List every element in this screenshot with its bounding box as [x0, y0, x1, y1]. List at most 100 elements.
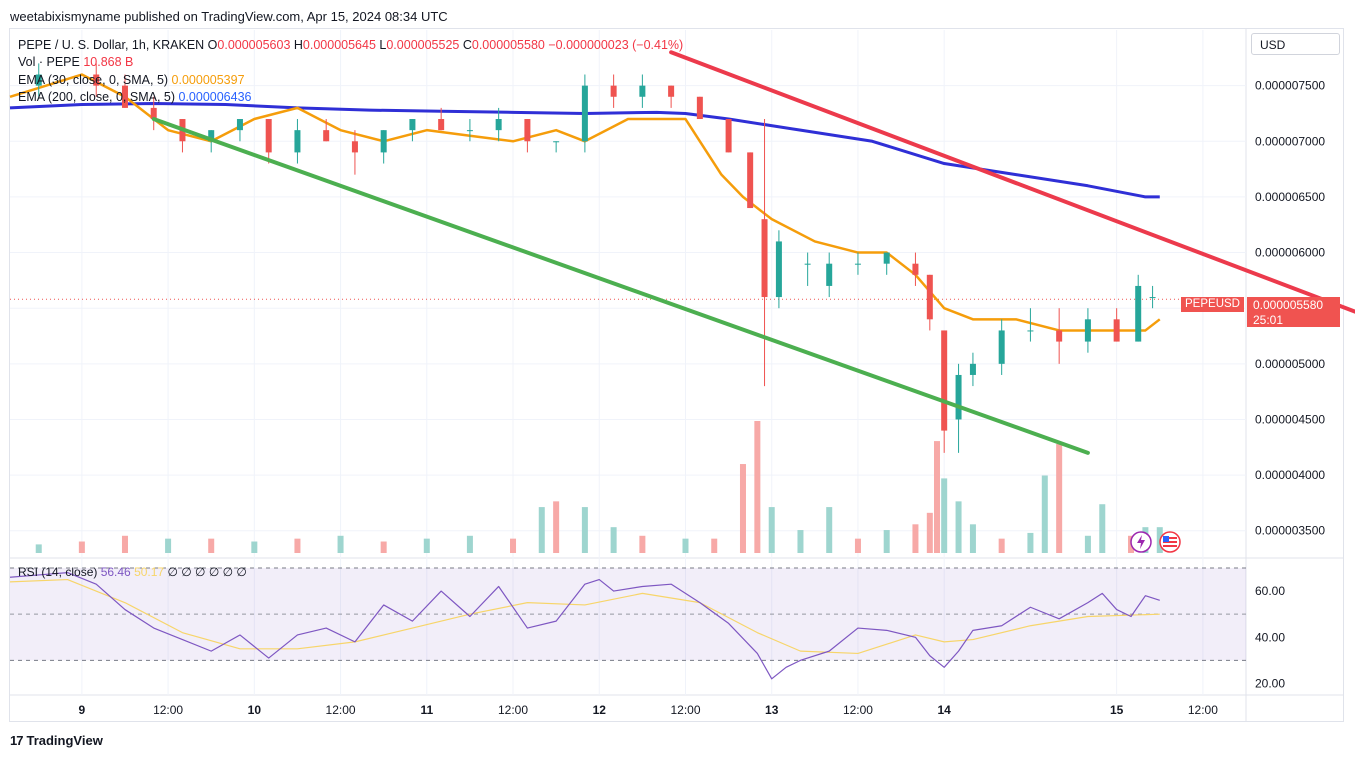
candle-body — [883, 252, 890, 264]
rsi-tick-label: 20.00 — [1255, 676, 1285, 690]
volume-bar — [682, 538, 689, 553]
ohlc-low: 0.000005525 — [386, 38, 460, 52]
ohlc-change: −0.000000023 (−0.41%) — [548, 38, 684, 52]
volume-bar — [739, 464, 746, 553]
ohlc-close-label: C — [462, 38, 472, 52]
red-trendline — [669, 50, 1355, 314]
volume-bar — [581, 507, 588, 553]
candle-body — [150, 107, 157, 120]
volume-bar — [754, 421, 761, 553]
candle-body — [761, 219, 768, 298]
price-tick-label: 0.000006000 — [1255, 246, 1325, 260]
volume-bar — [926, 512, 933, 553]
ohlc-low-label: L — [379, 38, 387, 52]
volume-bar — [912, 524, 919, 553]
tradingview-footer[interactable]: 17 TradingView — [10, 733, 103, 748]
candle-body — [747, 152, 754, 209]
volume-bar — [510, 538, 517, 553]
candle-body — [610, 85, 617, 97]
axes: 0.000007500 0.000007000 0.000006500 0.00000… — [79, 79, 1326, 717]
us-flag-icon[interactable] — [1159, 531, 1181, 553]
time-tick-label: 12:00 — [1188, 703, 1218, 717]
publisher-line: weetabixismyname published on TradingVie… — [10, 9, 448, 24]
price-tick-label: 0.000004500 — [1255, 412, 1325, 426]
volume-bar — [969, 524, 976, 553]
candle-body — [294, 130, 301, 153]
lightning-icon[interactable] — [1130, 531, 1152, 553]
candle-body — [696, 96, 703, 120]
volume-bar — [553, 501, 560, 553]
volume-bar — [1041, 475, 1048, 553]
price-tick-label: 0.000005000 — [1255, 357, 1325, 371]
volume-value: 10.868 B — [83, 55, 134, 70]
volume-bar — [998, 538, 1005, 553]
volume-bar — [423, 538, 430, 553]
candle-body — [495, 119, 502, 131]
time-tick-label: 13 — [765, 703, 779, 717]
volume-bar — [1056, 443, 1063, 553]
time-tick-label: 10 — [248, 703, 262, 717]
candle-body — [121, 85, 128, 108]
ema200-label[interactable]: EMA (200, close, 0, SMA, 5) — [18, 89, 176, 104]
time-tick-label: 9 — [79, 703, 86, 717]
candle-body — [969, 363, 976, 375]
rsi-tick-label: 40.00 — [1255, 630, 1285, 644]
rsi-ma-value: 50.17 — [134, 565, 165, 579]
rsi-value: 56.46 — [100, 565, 131, 579]
volume-bar — [955, 501, 962, 553]
candle-body — [438, 119, 445, 131]
ema30-label[interactable]: EMA (30, close, 0, SMA, 5) — [18, 72, 169, 87]
volume-bar — [538, 507, 545, 553]
rsi-extras: ∅ ∅ ∅ ∅ ∅ ∅ — [167, 565, 247, 579]
volume-label[interactable]: Vol · PEPE — [18, 55, 80, 70]
candle-body — [1056, 330, 1063, 342]
ema30-value: 0.000005397 — [171, 72, 245, 87]
volume-bar — [934, 441, 940, 553]
candle-body — [409, 119, 416, 131]
rsi-pane — [9, 567, 1246, 680]
price-tick-label: 0.000007500 — [1255, 79, 1325, 93]
last-price-tag: 0.000005580 25:01 — [1247, 297, 1340, 327]
ema30-line — [9, 73, 1161, 332]
ohlc-close: 0.000005580 — [471, 38, 545, 52]
symbol-title[interactable]: PEPE / U. S. Dollar, 1h, KRAKEN — [18, 38, 205, 52]
candle-body — [466, 130, 473, 132]
ema200-value: 0.000006436 — [178, 89, 252, 104]
candle-body — [804, 263, 811, 265]
candle-body — [208, 130, 215, 142]
volume-bar — [208, 538, 215, 553]
ema200-line — [9, 101, 1160, 199]
candle-body — [826, 263, 833, 286]
candle-body — [93, 74, 100, 86]
volume-bar — [854, 538, 861, 553]
time-tick-label: 12:00 — [670, 703, 700, 717]
volume-bar — [797, 530, 804, 553]
candle-body — [1135, 285, 1142, 342]
candle-body — [912, 263, 919, 275]
rsi-path — [9, 572, 1160, 680]
rsi-tick-label: 60.00 — [1255, 584, 1285, 598]
candle-body — [1113, 319, 1120, 342]
last-price-value: 0.000005580 — [1253, 298, 1324, 312]
time-tick-label: 12:00 — [326, 703, 356, 717]
time-tick-label: 12:00 — [153, 703, 183, 717]
volume-bar — [1099, 504, 1106, 553]
ohlc-open: 0.000005603 — [217, 38, 291, 52]
time-tick-label: 12 — [593, 703, 607, 717]
candle-body — [941, 330, 948, 431]
bar-countdown: 25:01 — [1253, 313, 1284, 327]
volume-bar — [610, 527, 617, 553]
candle-body — [323, 130, 330, 142]
candle-body — [775, 241, 782, 298]
green-trendline — [151, 117, 1090, 455]
volume-bar — [883, 530, 890, 553]
ohlc-high-label: H — [293, 38, 303, 52]
rsi-label[interactable]: RSI (14, close) — [18, 565, 98, 579]
volume-bar — [639, 535, 646, 553]
price-tick-label: 0.000003500 — [1255, 524, 1325, 538]
candle-body — [725, 119, 732, 153]
currency-selector[interactable]: USD — [1251, 33, 1340, 55]
volume-bar — [941, 478, 948, 553]
price-tick-label: 0.000006500 — [1255, 190, 1325, 204]
